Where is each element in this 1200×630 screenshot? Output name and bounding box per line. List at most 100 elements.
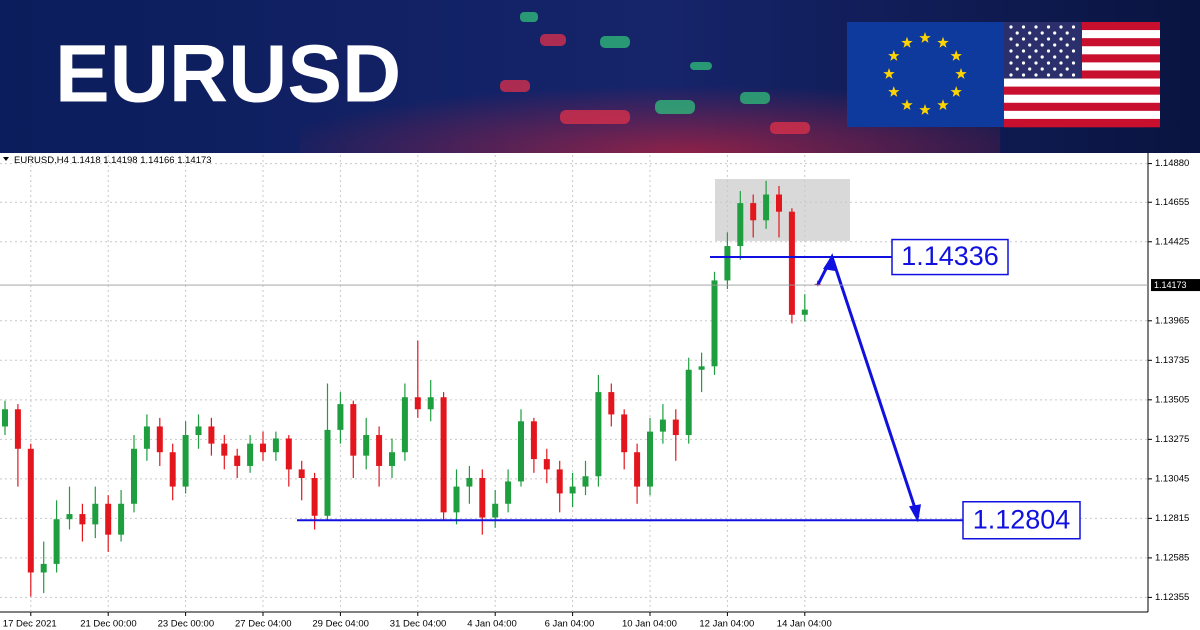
y-tick-label: 1.12355 xyxy=(1155,592,1189,603)
candle-body xyxy=(659,419,666,432)
candle-body xyxy=(505,481,512,504)
candle-body xyxy=(337,404,344,430)
us-stripe xyxy=(1004,102,1160,112)
us-star xyxy=(1065,55,1069,59)
us-stripe xyxy=(1004,86,1160,95)
candle-body xyxy=(389,452,395,466)
x-tick-label: 29 Dec 04:00 xyxy=(312,619,369,630)
candle-body xyxy=(737,203,744,247)
us-star xyxy=(1040,43,1044,47)
us-star xyxy=(1021,61,1026,65)
us-star xyxy=(1015,55,1019,59)
zone xyxy=(715,179,850,241)
us-star xyxy=(1009,73,1013,77)
candle-body xyxy=(685,369,692,436)
y-tick-label: 1.13965 xyxy=(1155,315,1189,326)
us-star xyxy=(1053,55,1057,59)
us-star xyxy=(1028,43,1032,47)
eu-star xyxy=(888,86,900,97)
us-star xyxy=(1009,61,1013,65)
candle-body xyxy=(518,421,524,482)
candle-body xyxy=(556,469,563,494)
candle-body xyxy=(66,514,73,520)
us-stripe xyxy=(1004,110,1160,120)
candle-body xyxy=(776,194,782,212)
us-star xyxy=(1021,73,1026,77)
level-label: 1.12804 xyxy=(973,504,1071,534)
us-star xyxy=(1009,37,1013,41)
candle-body xyxy=(788,211,795,315)
arrow-head xyxy=(823,255,835,272)
x-tick-label: 10 Jan 04:00 xyxy=(622,619,677,630)
us-star xyxy=(1009,49,1013,53)
candle-body xyxy=(285,438,292,470)
us-star xyxy=(1071,37,1076,41)
y-tick-label: 1.13275 xyxy=(1155,434,1189,445)
us-star xyxy=(1071,61,1076,65)
candle-body xyxy=(324,429,331,516)
candle-body xyxy=(311,477,318,516)
candle-body xyxy=(2,409,8,427)
us-star xyxy=(1034,61,1038,65)
us-star xyxy=(1034,37,1038,41)
candle-body xyxy=(350,404,357,456)
candle-body xyxy=(543,459,550,470)
last-low: 1.14166 xyxy=(140,155,174,166)
us-star xyxy=(1046,73,1051,77)
banner: EURUSD xyxy=(0,0,1200,153)
x-tick-label: 14 Jan 04:00 xyxy=(777,619,832,630)
y-tick-label: 1.12585 xyxy=(1155,552,1189,563)
candle-body xyxy=(763,194,770,221)
candle-body xyxy=(530,421,537,460)
us-star xyxy=(1028,55,1032,59)
candle-body xyxy=(118,503,125,535)
x-tick-label: 12 Jan 04:00 xyxy=(699,619,754,630)
candle-body xyxy=(750,203,757,221)
last-high: 1.14198 xyxy=(103,155,137,166)
eu-star xyxy=(937,99,949,110)
us-star xyxy=(1059,73,1063,77)
us-star xyxy=(1015,31,1019,35)
last-open: 1.1418 xyxy=(72,155,101,166)
header-marker xyxy=(3,157,9,161)
eu-star xyxy=(901,99,913,110)
candle-body xyxy=(195,426,202,436)
us-star xyxy=(1053,67,1057,71)
candle-body xyxy=(131,448,137,504)
candle-body xyxy=(479,477,486,518)
candle-body xyxy=(156,426,163,453)
candle-body xyxy=(260,443,266,453)
candle-body xyxy=(621,414,628,453)
candle-body xyxy=(272,438,279,453)
us-star xyxy=(1046,61,1051,65)
x-tick-label: 23 Dec 00:00 xyxy=(158,619,215,630)
us-star xyxy=(1009,25,1013,29)
x-tick-label: 17 Dec 2021 xyxy=(3,619,57,630)
us-star xyxy=(1028,31,1032,35)
us-stripe xyxy=(1004,78,1160,87)
flags xyxy=(847,22,1160,128)
chart-header: EURUSD,H4 1.1418 1.14198 1.14166 1.14173 xyxy=(14,155,212,166)
eu-star xyxy=(919,32,931,43)
us-star xyxy=(1059,25,1063,29)
us-stripe xyxy=(1004,94,1160,104)
us-stripe xyxy=(1004,118,1160,128)
us-star xyxy=(1015,67,1019,71)
candle-body xyxy=(440,397,447,513)
symbol: EURUSD,H4 xyxy=(14,155,69,166)
candle-body xyxy=(801,309,808,315)
candle-body xyxy=(143,426,150,449)
level-box xyxy=(962,501,1081,540)
us-star xyxy=(1046,37,1051,41)
us-star xyxy=(1059,61,1063,65)
candle-body xyxy=(634,452,641,487)
x-tick-label: 31 Dec 04:00 xyxy=(390,619,447,630)
candle-body xyxy=(234,455,241,466)
candle-body xyxy=(40,563,47,573)
candle-body xyxy=(427,397,434,410)
us-star xyxy=(1021,37,1026,41)
us-star xyxy=(1065,43,1069,47)
eu-star xyxy=(937,36,949,48)
